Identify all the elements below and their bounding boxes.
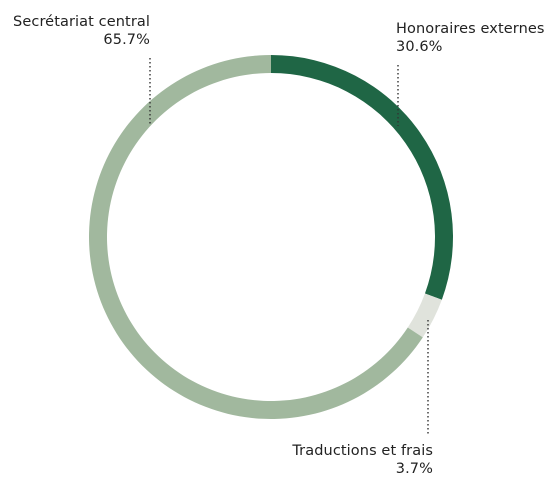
slice-honoraires-externes bbox=[271, 55, 454, 300]
label-traductions-et-frais: Traductions et frais 3.7% bbox=[270, 442, 433, 478]
slice-percent: 3.7% bbox=[395, 461, 433, 477]
donut-slices bbox=[89, 55, 454, 419]
slice-label: Secrétariat central bbox=[13, 14, 150, 30]
slice-percent: 30.6% bbox=[396, 39, 443, 55]
label-secretariat-central: Secrétariat central 65.7% bbox=[0, 13, 150, 49]
leader-lines bbox=[149, 58, 429, 436]
slice-traductions-et-frais bbox=[407, 293, 442, 338]
slice-label: Traductions et frais bbox=[292, 443, 433, 459]
slice-percent: 65.7% bbox=[103, 32, 150, 48]
slice-secr-tariat-central bbox=[89, 55, 423, 419]
label-honoraires-externes: Honoraires externes 30.6% bbox=[396, 20, 551, 56]
slice-label: Honoraires externes bbox=[396, 21, 545, 37]
